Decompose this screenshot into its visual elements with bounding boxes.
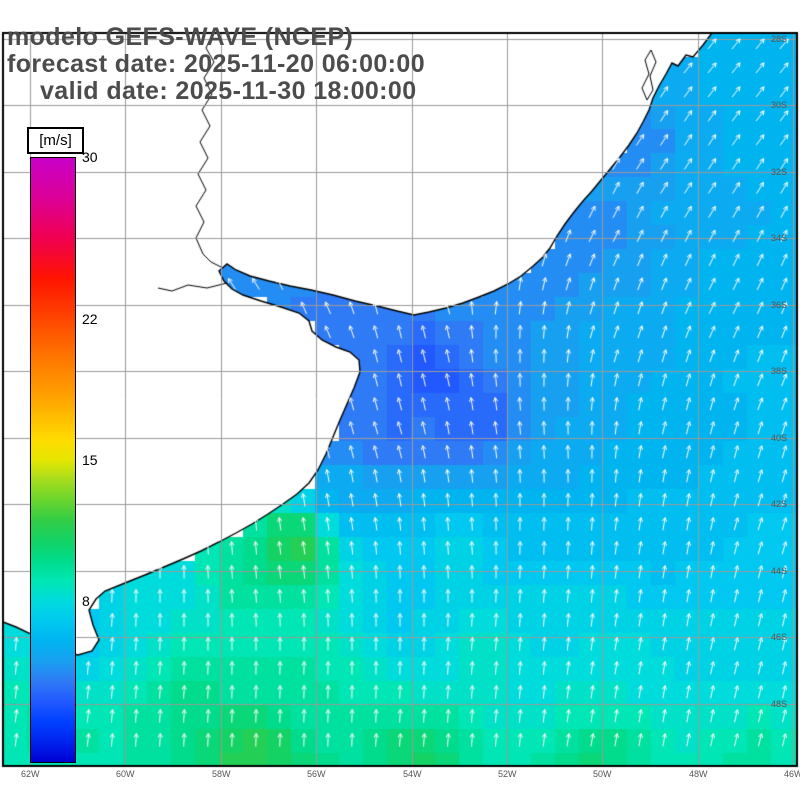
lat-axis-label: 48S [771, 699, 788, 709]
lat-axis-label: 44S [771, 566, 788, 576]
colorbar-tick-label: 30 [82, 149, 98, 165]
model-title: modelo GEFS-WAVE (NCEP) [7, 23, 354, 51]
lon-axis-label: 50W [593, 769, 612, 779]
lat-axis-label: 34S [771, 233, 788, 243]
colorbar-tick-label: 8 [82, 593, 90, 610]
forecast-date-line: forecast date: 2025-11-20 06:00:00 [7, 50, 426, 78]
lat-axis-label: 30S [771, 100, 788, 110]
colorbar [30, 157, 76, 763]
lon-axis-label: 46W [784, 769, 800, 779]
lon-axis-label: 52W [498, 769, 517, 779]
lat-axis-label: 28S [771, 34, 788, 44]
lat-axis-label: 42S [771, 499, 788, 509]
lat-axis-label: 36S [771, 300, 788, 310]
lat-axis-label: 32S [771, 167, 788, 177]
colorbar-unit-label: [m/s] [39, 132, 72, 149]
lon-axis-label: 54W [403, 769, 422, 779]
lat-axis-label: 38S [771, 366, 788, 376]
lat-axis-label: 40S [771, 433, 788, 443]
lon-axis-label: 62W [21, 769, 40, 779]
lon-axis-label: 58W [212, 769, 231, 779]
colorbar-tick-label: 15 [82, 452, 98, 468]
lon-axis-label: 48W [689, 769, 708, 779]
lat-axis-label: 46S [771, 632, 788, 642]
lon-axis-label: 56W [307, 769, 326, 779]
colorbar-tick-label: 22 [82, 310, 98, 327]
lon-axis-label: 60W [116, 769, 135, 779]
header: modelo GEFS-WAVE (NCEP) forecast date: 2… [7, 24, 425, 105]
colorbar-unit-box: [m/s] [27, 127, 84, 154]
valid-date-line: valid date: 2025-11-30 18:00:00 [40, 77, 417, 105]
